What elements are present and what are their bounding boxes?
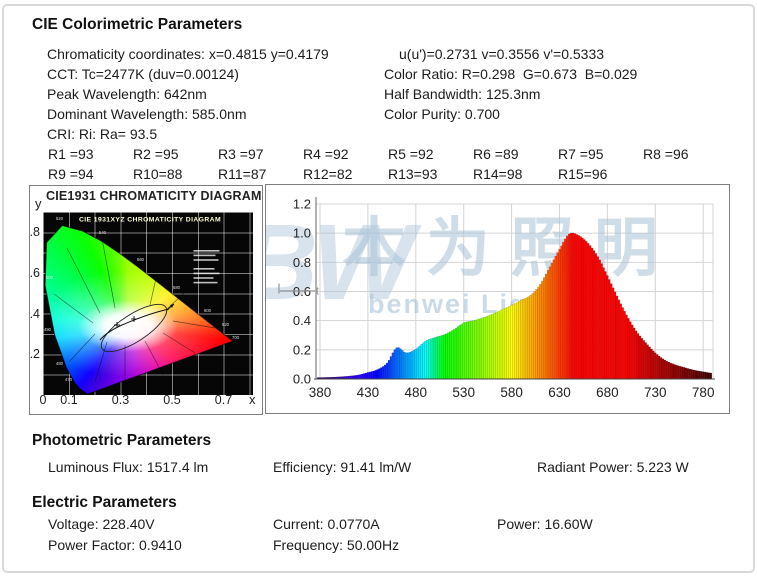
svg-text:730: 730 — [644, 385, 667, 400]
chromaticity-coordinates: Chromaticity coordinates: x=0.4815 y=0.4… — [47, 46, 329, 62]
cri-value: R10=88 — [133, 166, 183, 182]
cri-values-row-2: R9 =94 R10=88 R11=87 R12=82 R13=93 R14=98 R15=… — [48, 166, 643, 184]
cie-y-tick: .8 — [29, 225, 40, 239]
cri-value: R1 =93 — [48, 146, 94, 162]
cie-x-tick: 0 — [39, 393, 47, 407]
cie-x-tick: 0.3 — [111, 393, 130, 407]
svg-text:0.2: 0.2 — [293, 342, 311, 357]
svg-text:600: 600 — [204, 308, 212, 313]
svg-text:560: 560 — [137, 257, 145, 262]
cri-value: R2 =95 — [133, 146, 179, 162]
radiant-power: Radiant Power: 5.223 W — [537, 459, 689, 475]
section-title-colorimetric: CIE Colorimetric Parameters — [32, 16, 243, 33]
half-bandwidth: Half Bandwidth: 125.3nm — [384, 86, 541, 102]
svg-text:1.0: 1.0 — [293, 226, 311, 241]
cri-value: R4 =92 — [303, 146, 349, 162]
cri-value: R13=93 — [388, 166, 438, 182]
cie-x-tick: 0.5 — [163, 393, 181, 407]
cri-value: R5 =92 — [388, 146, 434, 162]
uv-coordinates: u(u')=0.2731 v=0.3556 v'=0.5333 — [399, 46, 605, 62]
cri-value: R7 =95 — [558, 146, 604, 162]
cri-value: R6 =89 — [473, 146, 519, 162]
svg-text:CIE 1931XYZ CHROMATICITY DIAGR: CIE 1931XYZ CHROMATICITY DIAGRAM — [79, 217, 221, 224]
svg-text:630: 630 — [548, 385, 571, 400]
color-ratio: Color Ratio: R=0.298 G=0.673 B=0.029 — [384, 66, 638, 82]
color-purity: Color Purity: 0.700 — [384, 106, 500, 122]
svg-text:620: 620 — [222, 322, 230, 327]
cie-diagram-title: CIE1931 CHROMATICITY DIAGRAM — [46, 189, 262, 203]
power: Power: 16.60W — [497, 516, 593, 532]
svg-text:580: 580 — [500, 385, 523, 400]
cie-overlay-graphics: CIE 1931XYZ CHROMATICITY DIAGRAM 470 480 49… — [44, 216, 240, 395]
peak-wavelength: Peak Wavelength: 642nm — [47, 86, 207, 102]
cie-y-tick: .2 — [29, 347, 40, 361]
svg-text:680: 680 — [596, 385, 619, 400]
svg-text:0.8: 0.8 — [293, 255, 311, 270]
section-title-electric: Electric Parameters — [32, 494, 177, 511]
cri-values-row-1: R1 =93 R2 =95 R3 =97 R4 =92 R5 =92 R6 =89 R7 =… — [48, 146, 728, 164]
svg-text:0.4: 0.4 — [293, 313, 311, 328]
cri-value: R8 =96 — [643, 146, 689, 162]
svg-text:480: 480 — [56, 361, 64, 366]
current: Current: 0.0770A — [273, 516, 380, 532]
svg-text:430: 430 — [357, 385, 380, 400]
cie-chromaticity-diagram: CIE1931 CHROMATICITY DIAGRAM y CIE 1931X… — [29, 185, 263, 415]
power-factor: Power Factor: 0.9410 — [48, 537, 182, 553]
cri-value: R15=96 — [558, 166, 608, 182]
svg-text:0.0: 0.0 — [293, 372, 311, 387]
cie-x-tick: 0.1 — [60, 393, 78, 407]
dominant-wavelength: Dominant Wavelength: 585.0nm — [47, 106, 247, 122]
luminous-flux: Luminous Flux: 1517.4 lm — [48, 459, 209, 475]
svg-text:470: 470 — [65, 377, 73, 382]
voltage: Voltage: 228.40V — [48, 516, 155, 532]
svg-text:530: 530 — [452, 385, 475, 400]
section-title-photometric: Photometric Parameters — [32, 432, 212, 449]
svg-text:t: t — [316, 285, 319, 297]
svg-text:540: 540 — [99, 230, 107, 235]
svg-text:500: 500 — [46, 275, 54, 280]
cie-diagram-plot: CIE 1931XYZ CHROMATICITY DIAGRAM 470 480 49… — [43, 212, 253, 395]
svg-text:480: 480 — [405, 385, 428, 400]
cri-value: R12=82 — [303, 166, 353, 182]
cri-value: R14=98 — [473, 166, 523, 182]
frequency: Frequency: 50.00Hz — [273, 537, 400, 553]
svg-text:700: 700 — [232, 335, 240, 340]
cie-x-axis-label: x — [249, 392, 256, 407]
cie-x-tick: 0.7 — [214, 393, 233, 407]
cct-value: CCT: Tc=2477K (duv=0.00124) — [47, 66, 239, 82]
cie-y-tick: .6 — [29, 266, 40, 280]
cri-ra: CRI: Ri: Ra= 93.5 — [47, 126, 158, 142]
cie-y-axis-label: y — [35, 196, 42, 211]
efficiency: Efficiency: 91.41 lm/W — [273, 459, 412, 475]
svg-text:1.2: 1.2 — [293, 196, 311, 211]
svg-text:490: 490 — [44, 327, 52, 332]
cri-value: R11=87 — [218, 166, 267, 182]
svg-text:380: 380 — [309, 385, 332, 400]
svg-text:520: 520 — [56, 216, 64, 221]
cri-value: R9 =94 — [48, 166, 94, 182]
svg-text:780: 780 — [692, 385, 715, 400]
spectrum-chart: BW 本为照明 benwei Lig 0.00.20.40.6t0.81.01.… — [265, 184, 730, 414]
svg-text:580: 580 — [173, 285, 181, 290]
cie-y-tick: .4 — [29, 307, 40, 321]
cri-value: R3 =97 — [218, 146, 264, 162]
